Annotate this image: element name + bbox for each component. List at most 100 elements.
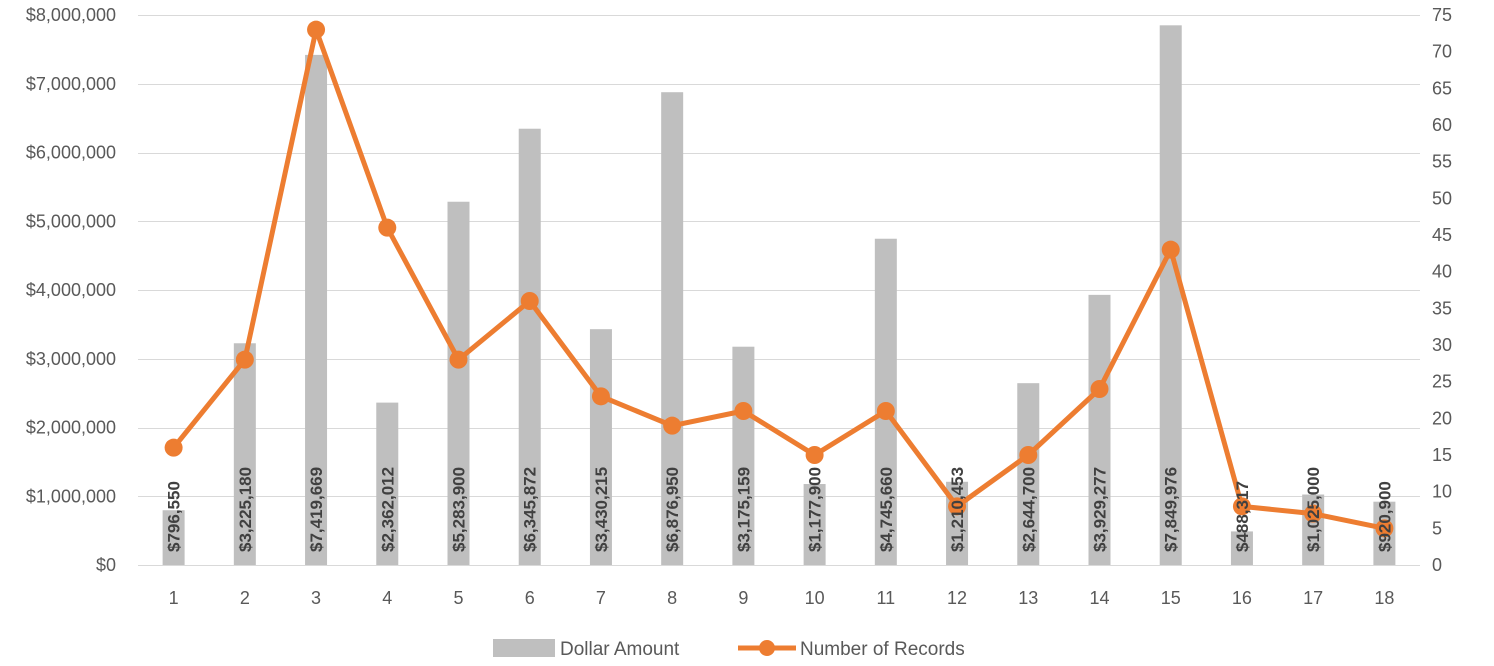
records-point (663, 416, 682, 435)
bar (1088, 294, 1111, 565)
bar-data-label: $5,283,900 (450, 467, 469, 552)
bar (661, 92, 684, 565)
left-axis-ticks: $0 $1,000,000 $2,000,000 $3,000,000 $4,000,0… (26, 5, 116, 575)
x-tick-label: 6 (525, 588, 535, 608)
gridlines (138, 15, 1420, 566)
bar-data-label: $1,177,900 (806, 467, 825, 552)
bar (233, 343, 256, 565)
bar (803, 484, 826, 565)
x-tick-label: 13 (1018, 588, 1038, 608)
records-point (378, 218, 397, 237)
left-tick-label: $4,000,000 (26, 280, 116, 300)
bar-data-label: $2,362,012 (378, 467, 397, 552)
bar-data-label: $7,849,976 (1162, 467, 1181, 552)
right-tick-label: 50 (1432, 188, 1452, 208)
right-tick-label: 15 (1432, 445, 1452, 465)
bar-data-label: $3,929,277 (1091, 467, 1110, 552)
right-tick-label: 5 (1432, 518, 1442, 538)
records-point (235, 350, 254, 369)
legend: Dollar Amount Number of Records (493, 639, 965, 660)
x-tick-label: 7 (596, 588, 606, 608)
legend-swatch-dollar-amount (493, 639, 555, 657)
left-tick-label: $2,000,000 (26, 418, 116, 438)
right-tick-label: 35 (1432, 298, 1452, 318)
left-tick-label: $3,000,000 (26, 349, 116, 369)
bar (1017, 383, 1040, 565)
left-tick-label: $0 (96, 555, 116, 575)
right-axis-ticks: 0 5 10 15 20 25 30 35 40 45 50 55 60 65 70 75 (1432, 5, 1452, 575)
x-tick-label: 17 (1303, 588, 1323, 608)
right-tick-label: 30 (1432, 335, 1452, 355)
records-point (1375, 519, 1394, 538)
records-point (1019, 446, 1038, 464)
records-point (1161, 240, 1180, 259)
x-axis-ticks: 1 2 3 4 5 6 7 8 9 10 11 12 13 14 15 16 17 18 (169, 588, 1395, 608)
x-tick-label: 14 (1089, 588, 1109, 608)
x-tick-label: 11 (876, 588, 895, 608)
bar-series (162, 25, 1396, 566)
bar (305, 54, 328, 565)
right-tick-label: 55 (1432, 152, 1452, 172)
records-point (591, 387, 610, 406)
right-tick-label: 60 (1432, 115, 1452, 135)
bar-data-label: $1,210,453 (948, 467, 967, 552)
x-tick-label: 4 (382, 588, 392, 608)
bar (376, 402, 399, 565)
records-point (1232, 497, 1251, 516)
x-tick-label: 12 (947, 588, 967, 608)
left-tick-label: $5,000,000 (26, 211, 116, 231)
x-tick-label: 15 (1161, 588, 1181, 608)
right-tick-label: 75 (1432, 5, 1452, 25)
records-point (164, 438, 183, 457)
x-tick-label: 3 (311, 588, 321, 608)
bar (732, 346, 755, 565)
x-tick-label: 5 (453, 588, 463, 608)
records-point (1304, 504, 1323, 523)
records-line (171, 27, 1385, 531)
left-tick-label: $8,000,000 (26, 5, 116, 25)
bar-data-label: $6,876,950 (663, 467, 682, 552)
bar-data-label: $488,317 (1233, 481, 1252, 552)
records-point (876, 402, 895, 420)
legend-marker-number-of-records (759, 640, 775, 656)
records-point (734, 402, 753, 420)
bar (874, 238, 897, 565)
bar-data-label: $2,644,700 (1019, 467, 1038, 552)
bar-data-label: $796,550 (165, 481, 184, 552)
x-tick-label: 8 (667, 588, 677, 608)
right-tick-label: 20 (1432, 408, 1452, 428)
left-tick-label: $1,000,000 (26, 486, 116, 506)
bar-data-label: $3,430,215 (592, 467, 611, 552)
line-series (164, 20, 1394, 538)
bar (447, 201, 470, 565)
records-point (1090, 380, 1109, 398)
bar (1230, 531, 1253, 565)
right-tick-label: 65 (1432, 78, 1452, 98)
x-tick-label: 1 (169, 588, 179, 608)
right-tick-label: 0 (1432, 555, 1442, 575)
records-point (449, 350, 468, 369)
records-point (948, 497, 967, 516)
bar-data-label: $3,175,159 (734, 467, 753, 552)
bar-data-label: $3,225,180 (236, 467, 255, 552)
x-tick-label: 18 (1374, 588, 1394, 608)
left-tick-label: $7,000,000 (26, 74, 116, 94)
right-tick-label: 70 (1432, 42, 1452, 62)
legend-label-number-of-records: Number of Records (800, 639, 965, 660)
bar-data-label: $4,745,660 (877, 467, 896, 552)
bar (162, 510, 185, 565)
right-tick-label: 45 (1432, 225, 1452, 245)
bar-data-label: $920,900 (1375, 481, 1394, 552)
bar-data-label: $6,345,872 (521, 467, 540, 552)
bar-data-label: $1,025,000 (1304, 467, 1323, 552)
bar-data-label: $7,419,669 (307, 467, 326, 552)
right-tick-label: 40 (1432, 262, 1452, 282)
x-tick-label: 10 (805, 588, 825, 608)
bar-data-labels: $796,550 $3,225,180 $7,419,669 $2,362,012 $5… (165, 467, 1395, 552)
records-point (805, 446, 824, 464)
bar (518, 128, 541, 565)
legend-label-dollar-amount: Dollar Amount (560, 639, 680, 660)
left-tick-label: $6,000,000 (26, 143, 116, 163)
x-tick-label: 9 (738, 588, 748, 608)
